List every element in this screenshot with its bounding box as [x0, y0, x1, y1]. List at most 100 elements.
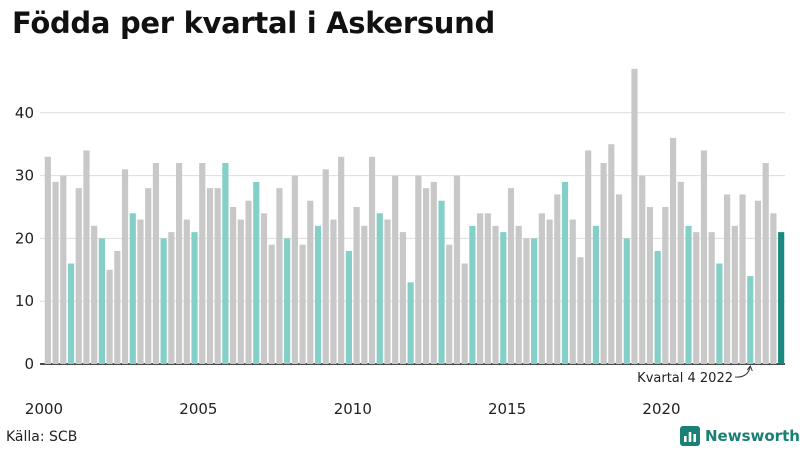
- bar: [708, 232, 715, 364]
- bar: [330, 219, 337, 364]
- bar: [546, 219, 553, 364]
- bar: [137, 219, 144, 364]
- bar: [415, 175, 422, 364]
- annotation-label: Kvartal 4 2022: [637, 371, 733, 386]
- bar: [615, 194, 623, 364]
- bar: [422, 188, 430, 364]
- annotation-arrowhead: [746, 364, 753, 372]
- bar: [507, 188, 515, 364]
- bar: [778, 232, 785, 364]
- bar: [98, 238, 105, 364]
- bar: [214, 188, 221, 364]
- bar: [724, 194, 731, 364]
- y-tick-label: 30: [15, 167, 34, 185]
- bar: [299, 244, 306, 364]
- bar: [531, 238, 538, 364]
- bar: [747, 276, 754, 364]
- bar: [106, 269, 113, 364]
- bar: [762, 163, 769, 364]
- y-tick-label: 10: [15, 292, 34, 310]
- bar: [600, 163, 607, 364]
- bar: [453, 175, 461, 364]
- bar: [253, 181, 260, 364]
- bar: [500, 232, 507, 364]
- bar: [168, 232, 175, 364]
- bar: [469, 225, 476, 364]
- bar: [353, 207, 360, 364]
- bar: [492, 225, 499, 364]
- bar: [75, 188, 82, 364]
- bar: [60, 175, 67, 364]
- bar: [523, 238, 530, 364]
- bar: [376, 213, 383, 364]
- bar: [91, 225, 98, 364]
- bar: [484, 213, 491, 364]
- bar: [677, 181, 684, 364]
- y-tick-label: 40: [15, 104, 34, 122]
- bar-chart-icon: [680, 426, 700, 446]
- bar: [407, 282, 414, 364]
- bar: [685, 225, 692, 364]
- bar: [739, 194, 746, 364]
- bar: [392, 175, 399, 364]
- bar: [477, 213, 484, 364]
- bar: [314, 225, 322, 364]
- bar: [446, 244, 453, 364]
- bar: [693, 232, 700, 364]
- bar: [585, 150, 592, 364]
- bar: [731, 225, 738, 364]
- brand-logo: Newsworthy: [680, 426, 800, 446]
- x-tick-label: 2005: [179, 400, 217, 418]
- source-label: Källa: SCB: [6, 429, 78, 445]
- bar: [145, 188, 152, 364]
- bar: [322, 169, 329, 364]
- bar: [152, 163, 160, 364]
- bar: [592, 225, 599, 364]
- bar: [561, 181, 569, 364]
- bar: [577, 257, 584, 364]
- bar: [160, 238, 167, 364]
- bar: [222, 163, 229, 364]
- bar: [129, 213, 136, 364]
- bar: [83, 150, 90, 364]
- bar: [276, 188, 283, 364]
- bar: [631, 68, 638, 364]
- x-axis-ticks: 2000 2005 2010 2015 2020: [25, 400, 681, 418]
- bar: [569, 219, 576, 364]
- bar: [260, 213, 268, 364]
- bar: [284, 238, 291, 364]
- x-tick-label: 2015: [488, 400, 526, 418]
- bar: [199, 163, 206, 364]
- bar: [608, 144, 615, 364]
- bar: [384, 219, 391, 364]
- bar: [700, 150, 708, 364]
- bar: [399, 232, 407, 364]
- y-tick-label: 0: [24, 355, 34, 373]
- annotation-arrow: [734, 365, 751, 378]
- bars: [44, 68, 785, 364]
- bar: [646, 207, 654, 364]
- bar: [538, 213, 545, 364]
- bar: [183, 219, 190, 364]
- bar: [245, 200, 252, 364]
- bar: [515, 225, 522, 364]
- x-tick-label: 2020: [642, 400, 680, 418]
- bar: [438, 200, 445, 364]
- bar: [669, 137, 677, 364]
- bar: [237, 219, 244, 364]
- bar: [52, 181, 59, 364]
- bar: [754, 200, 762, 364]
- bar: [338, 156, 345, 364]
- bar: [268, 244, 275, 364]
- bar: [461, 263, 468, 364]
- bar: [554, 194, 561, 364]
- brand-name: Newsworthy: [705, 427, 800, 445]
- bar: [770, 213, 777, 364]
- bar: [67, 263, 75, 364]
- y-tick-label: 20: [15, 229, 34, 247]
- bar: [230, 207, 237, 364]
- bar: [121, 169, 129, 364]
- bar: [44, 156, 51, 364]
- bar: [368, 156, 376, 364]
